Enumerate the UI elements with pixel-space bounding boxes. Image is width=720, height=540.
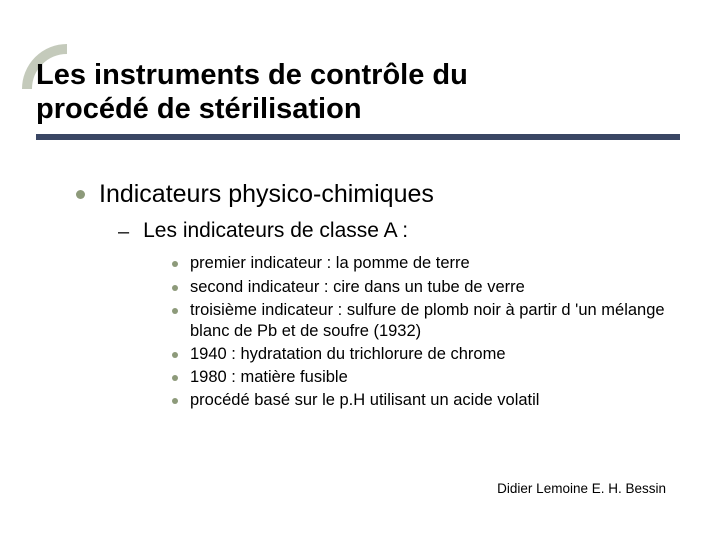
list-item: second indicateur : cire dans un tube de… — [172, 277, 680, 298]
subsection-heading-row: – Les indicateurs de classe A : — [118, 219, 680, 245]
bullet-icon — [172, 285, 178, 291]
list-item: troisième indicateur : sulfure de plomb … — [172, 300, 680, 342]
page-title: Les instruments de contrôle du procédé d… — [36, 58, 680, 126]
bullet-icon — [172, 352, 178, 358]
list-item: procédé basé sur le p.H utilisant un aci… — [172, 390, 680, 411]
list-item-text: second indicateur : cire dans un tube de… — [190, 277, 525, 298]
list-item: 1980 : matière fusible — [172, 367, 680, 388]
list-item-text: procédé basé sur le p.H utilisant un aci… — [190, 390, 539, 411]
dash-icon: – — [118, 219, 129, 245]
footer-author: Didier Lemoine E. H. Bessin — [497, 481, 666, 496]
list-item-text: 1980 : matière fusible — [190, 367, 348, 388]
title-rule — [36, 134, 680, 140]
subsection-heading: Les indicateurs de classe A : — [143, 219, 408, 243]
list-item: premier indicateur : la pomme de terre — [172, 253, 680, 274]
slide: Les instruments de contrôle du procédé d… — [0, 0, 720, 540]
section-heading: Indicateurs physico-chimiques — [99, 180, 434, 209]
title-line-1: Les instruments de contrôle du — [36, 59, 468, 91]
list-item-text: troisième indicateur : sulfure de plomb … — [190, 300, 680, 342]
section-heading-row: Indicateurs physico-chimiques — [76, 180, 680, 209]
slide-body: Indicateurs physico-chimiques – Les indi… — [76, 180, 680, 411]
bullet-icon — [172, 308, 178, 314]
bullet-icon — [172, 261, 178, 267]
bullet-icon — [172, 375, 178, 381]
list-item-text: premier indicateur : la pomme de terre — [190, 253, 470, 274]
list-item-text: 1940 : hydratation du trichlorure de chr… — [190, 344, 506, 365]
bullet-icon — [172, 398, 178, 404]
bullet-icon — [76, 190, 85, 199]
list-item: 1940 : hydratation du trichlorure de chr… — [172, 344, 680, 365]
title-line-2: procédé de stérilisation — [36, 93, 362, 125]
